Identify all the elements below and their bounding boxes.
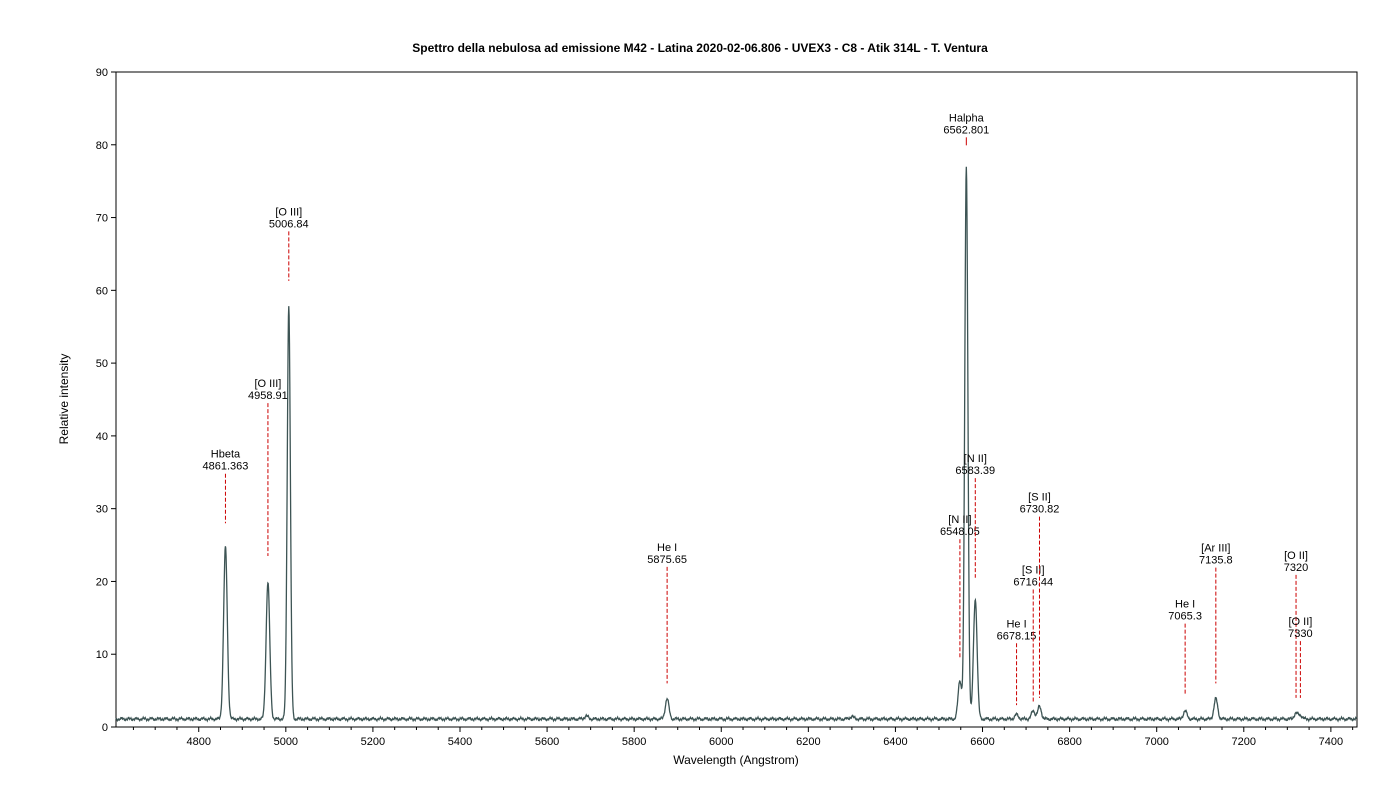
annotation-ion-label: He I (1175, 599, 1195, 611)
line-annotation: [O II]7320 (1284, 550, 1308, 698)
annotation-ion-label: Hbeta (211, 449, 241, 461)
y-tick-label: 60 (96, 285, 108, 297)
annotation-ion-label: [Ar III] (1201, 543, 1230, 555)
y-tick-label: 40 (96, 431, 108, 443)
x-tick-label: 5200 (361, 736, 385, 748)
annotation-ion-label: He I (657, 542, 677, 554)
annotation-ion-label: [S II] (1022, 564, 1045, 576)
x-tick-label: 7200 (1232, 736, 1256, 748)
y-tick-label: 20 (96, 576, 108, 588)
y-tick-label: 80 (96, 140, 108, 152)
annotation-wavelength-label: 7065.3 (1168, 611, 1202, 623)
y-tick-label: 30 (96, 504, 108, 516)
annotation-wavelength-label: 6583.39 (955, 465, 995, 477)
annotation-ion-label: [S II] (1028, 492, 1051, 504)
y-axis-label: Relative intensity (57, 354, 71, 445)
annotation-wavelength-label: 7320 (1284, 562, 1308, 574)
annotation-wavelength-label: 7330 (1288, 628, 1312, 640)
annotation-wavelength-label: 6730.82 (1020, 504, 1060, 516)
line-annotation: [N II]6548.05 (940, 514, 980, 658)
line-annotation: [N II]6583.39 (955, 453, 995, 578)
x-tick-label: 6400 (883, 736, 907, 748)
y-tick-label: 70 (96, 213, 108, 225)
annotation-wavelength-label: 6562.801 (943, 124, 989, 136)
annotation-wavelength-label: 6716.44 (1013, 576, 1053, 588)
y-tick-label: 50 (96, 358, 108, 370)
spectrum-series-line (115, 166, 1358, 723)
y-tick-label: 90 (96, 67, 108, 79)
annotation-ion-label: [N II] (948, 514, 971, 526)
annotation-ion-label: [O II] (1284, 550, 1308, 562)
annotation-wavelength-label: 6678.15 (997, 630, 1037, 642)
x-tick-label: 5800 (622, 736, 646, 748)
x-tick-label: 5600 (535, 736, 559, 748)
x-tick-label: 4800 (186, 736, 210, 748)
annotation-wavelength-label: 5875.65 (647, 554, 687, 566)
annotation-ion-label: [O III] (254, 378, 281, 390)
annotation-wavelength-label: 7135.8 (1199, 555, 1233, 567)
annotation-wavelength-label: 5006.84 (269, 218, 309, 230)
x-tick-label: 5000 (274, 736, 298, 748)
annotation-wavelength-label: 6548.05 (940, 526, 980, 538)
line-annotation: [S II]6716.44 (1013, 564, 1053, 703)
x-axis-ticks: 4800 5000 5200 5400 5600 5800 6000 6200 6400 6600… (132, 727, 1354, 748)
annotation-ion-label: [O III] (275, 206, 302, 218)
x-tick-label: 7400 (1319, 736, 1343, 748)
x-tick-label: 6200 (796, 736, 820, 748)
annotation-ion-label: [O II] (1288, 616, 1312, 628)
annotation-wavelength-label: 4861.363 (203, 461, 249, 473)
y-tick-label: 10 (96, 649, 108, 661)
annotation-ion-label: He I (1006, 618, 1026, 630)
line-annotation: [S II]6730.82 (1020, 492, 1060, 698)
y-axis-ticks: 0 10 20 30 40 50 60 70 80 90 (96, 67, 116, 734)
x-tick-label: 7000 (1144, 736, 1168, 748)
x-axis-label: Wavelength (Angstrom) (673, 753, 799, 767)
annotation-wavelength-label: 4958.91 (248, 390, 288, 402)
chart-title: Spettro della nebulosa ad emissione M42 … (412, 41, 988, 55)
line-annotation: [O III]4958.91 (248, 378, 288, 556)
x-tick-label: 6000 (709, 736, 733, 748)
x-tick-label: 6800 (1057, 736, 1081, 748)
annotation-ion-label: [N II] (964, 453, 987, 465)
annotation-ion-label: Halpha (949, 112, 985, 124)
line-annotation: [O III]5006.84 (269, 206, 309, 281)
x-tick-label: 5400 (448, 736, 472, 748)
y-tick-label: 0 (102, 722, 108, 734)
line-annotation: [O II]7330 (1288, 616, 1313, 698)
plot-frame (115, 71, 1358, 728)
line-annotation: [Ar III]7135.8 (1199, 543, 1233, 684)
x-tick-label: 6600 (970, 736, 994, 748)
